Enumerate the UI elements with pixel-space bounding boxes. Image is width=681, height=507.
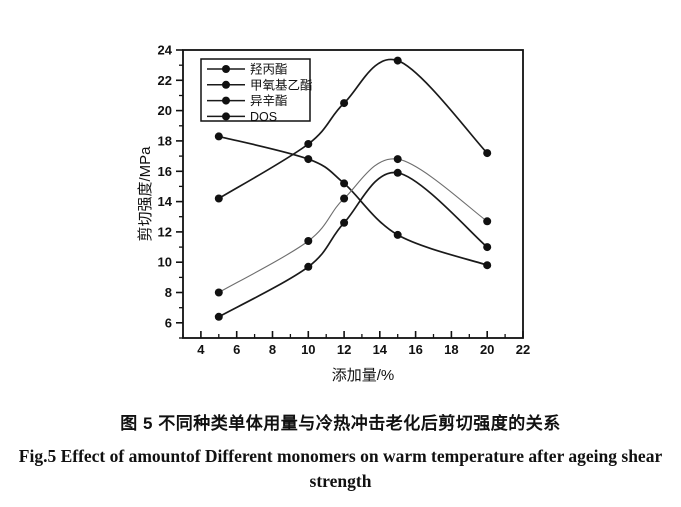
data-point-marker <box>304 155 313 164</box>
figure-captions: 图 5 不同种类单体用量与冷热冲击老化后剪切强度的关系 Fig.5 Effect… <box>0 409 681 494</box>
legend-item-marker <box>222 112 230 121</box>
x-tick-label: 12 <box>337 342 351 357</box>
data-point-marker <box>483 243 492 252</box>
x-tick-label: 18 <box>444 342 458 357</box>
legend-item-label: 甲氧基乙酯 <box>250 78 313 92</box>
data-point-marker <box>483 217 492 226</box>
figure-caption-en-line1: Fig.5 Effect of amountof Different monom… <box>18 446 663 466</box>
y-axis-label: 剪切强度/MPa <box>137 146 154 242</box>
y-tick-label: 22 <box>158 73 172 88</box>
figure-caption-zh: 图 5 不同种类单体用量与冷热冲击老化后剪切强度的关系 <box>120 414 561 433</box>
data-point-marker <box>340 179 349 188</box>
data-point-marker <box>214 288 223 297</box>
legend-box <box>200 58 311 122</box>
y-tick-label: 6 <box>165 315 172 330</box>
data-point-marker <box>304 140 313 148</box>
legend-item-marker <box>222 65 230 73</box>
y-tick-label: 24 <box>158 43 173 58</box>
data-point-marker <box>393 168 402 177</box>
data-point-marker <box>214 312 223 321</box>
y-tick-label: 8 <box>165 285 172 300</box>
legend-item-label: DOS <box>250 110 277 124</box>
data-point-marker <box>340 194 349 203</box>
x-tick-label: 22 <box>516 342 530 357</box>
y-tick-label: 16 <box>158 164 172 179</box>
x-tick-label: 10 <box>301 342 315 357</box>
y-tick-label: 18 <box>158 133 172 148</box>
x-tick-label: 16 <box>408 342 422 357</box>
data-point-marker <box>483 261 492 270</box>
y-tick-label: 20 <box>158 103 172 118</box>
series-line-3 <box>218 171 488 318</box>
data-point-marker <box>393 56 402 65</box>
y-tick-label: 12 <box>158 224 172 239</box>
figure-caption-en-line2: strength <box>309 471 372 491</box>
x-tick-label: 6 <box>233 342 240 357</box>
data-point-marker <box>304 262 313 271</box>
data-point-marker <box>214 132 223 141</box>
legend-item-label: 羟丙酯 <box>250 62 288 77</box>
x-tick-label: 14 <box>373 342 388 357</box>
plot-frame <box>182 49 524 339</box>
y-tick-label: 10 <box>158 255 172 270</box>
data-point-marker <box>483 149 492 158</box>
x-tick-label: 20 <box>480 342 494 357</box>
legend-item-label: 异辛酯 <box>250 94 288 108</box>
legend-item-marker <box>222 80 230 89</box>
x-axis-label: 添加量/% <box>332 367 395 384</box>
line-chart: 4 6 8 10 12 14 16 18 20 22 6 8 10 12 14 16 18 20 22 24 添加量/%… <box>137 43 530 385</box>
data-point-marker <box>214 194 223 203</box>
data-point-marker <box>340 99 349 108</box>
data-point-marker <box>304 237 313 245</box>
data-point-marker <box>393 155 402 164</box>
series-line-1 <box>218 135 488 267</box>
data-point-marker <box>393 230 402 239</box>
y-tick-label: 14 <box>158 194 173 209</box>
data-point-marker <box>340 218 349 227</box>
x-tick-label: 8 <box>269 342 276 357</box>
legend-item-marker <box>222 96 230 105</box>
x-tick-label: 4 <box>197 342 205 357</box>
series-line-2 <box>218 158 488 293</box>
